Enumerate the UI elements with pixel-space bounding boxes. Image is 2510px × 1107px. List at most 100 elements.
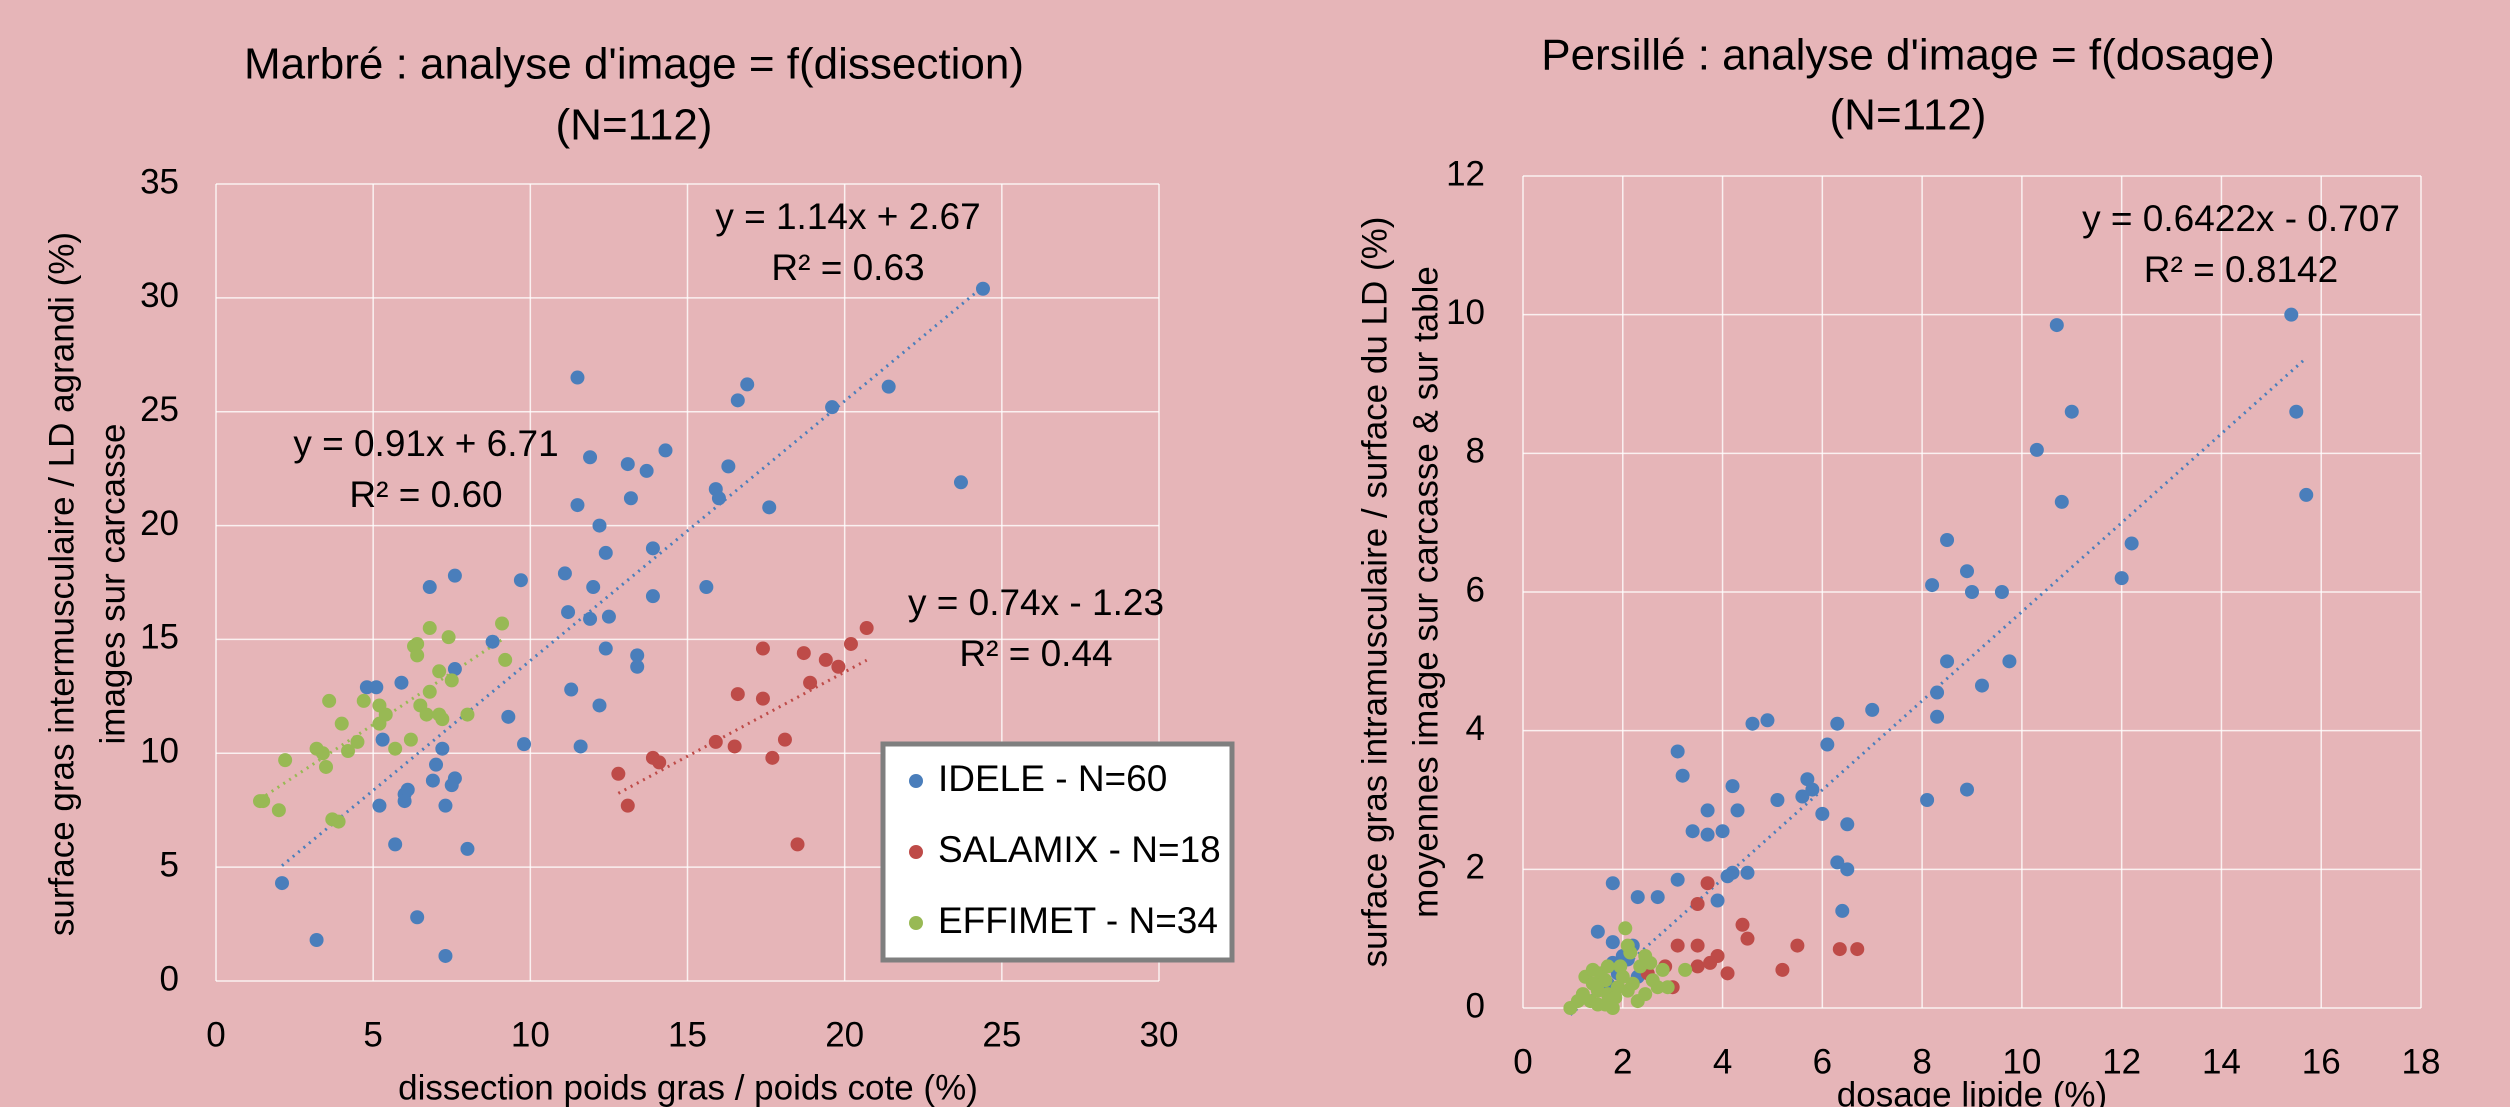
point: [859, 621, 874, 636]
chart-subtitle: (N=112): [1830, 91, 1987, 140]
point: [1650, 980, 1665, 995]
point: [564, 682, 579, 697]
trend-r2: R² = 0.8142: [2144, 249, 2338, 290]
y-tick-label: 4: [1466, 709, 1485, 748]
x-tick-label: 16: [2302, 1042, 2341, 1081]
point: [275, 876, 290, 891]
point: [1725, 779, 1740, 794]
legend-box: [880, 741, 1235, 963]
point: [1605, 935, 1620, 950]
point: [2049, 318, 2064, 333]
point: [388, 741, 403, 756]
point: [429, 757, 444, 772]
y-tick-label: 10: [140, 732, 179, 771]
chart-subtitle: (N=112): [556, 101, 713, 150]
y-axis-label: images sur carcasse: [93, 424, 132, 745]
point: [1650, 890, 1665, 905]
point: [432, 664, 447, 679]
legend-label: EFFIMET - N=34: [938, 900, 1218, 941]
point: [1690, 897, 1705, 911]
point: [803, 675, 818, 690]
point: [1745, 716, 1760, 731]
point: [319, 759, 334, 774]
point: [1965, 585, 1979, 599]
trend-equation: y = 0.6422x - 0.707: [2082, 198, 2400, 239]
point: [388, 837, 403, 852]
y-tick-label: 12: [1446, 154, 1485, 193]
point: [309, 741, 324, 756]
point: [400, 782, 415, 797]
point: [1710, 893, 1725, 908]
point: [422, 684, 437, 699]
y-tick-label: 6: [1466, 570, 1485, 609]
point: [658, 443, 673, 458]
point: [1585, 976, 1600, 991]
point: [438, 948, 453, 963]
point: [495, 616, 510, 631]
point: [498, 652, 513, 667]
point: [825, 400, 840, 415]
point: [1775, 962, 1790, 977]
point: [1840, 817, 1855, 832]
point: [639, 463, 654, 478]
point: [730, 687, 745, 702]
point: [1805, 782, 1820, 797]
point: [796, 646, 811, 661]
point: [1974, 678, 1989, 693]
point: [630, 659, 645, 674]
point: [356, 693, 371, 708]
point: [1620, 938, 1635, 953]
point: [1685, 824, 1700, 839]
point: [1630, 890, 1645, 905]
point: [2299, 487, 2314, 502]
point: [1605, 876, 1620, 891]
y-tick-label: 0: [1466, 986, 1485, 1025]
point: [375, 732, 390, 747]
point: [755, 691, 770, 706]
point: [2289, 404, 2304, 419]
point: [403, 732, 418, 747]
point: [2284, 307, 2299, 322]
point: [583, 611, 598, 626]
trend-equation: y = 0.74x - 1.23: [908, 582, 1164, 623]
point: [410, 636, 425, 651]
point: [378, 707, 393, 722]
point: [620, 798, 635, 813]
x-tick-label: 4: [1713, 1042, 1732, 1081]
point: [598, 545, 613, 560]
x-tick-label: 8: [1912, 1042, 1931, 1081]
point: [447, 662, 462, 677]
legend-label: IDELE - N=60: [938, 758, 1167, 799]
point: [592, 698, 607, 713]
y-axis-label: surface gras intramusculaire / surface d…: [1355, 217, 1394, 968]
point: [517, 737, 532, 752]
x-tick-label: 15: [668, 1015, 707, 1054]
point: [721, 459, 736, 474]
point: [1703, 955, 1718, 970]
point: [1608, 990, 1623, 1005]
point: [1930, 709, 1945, 724]
point: [372, 798, 387, 813]
chart-title: Marbré : analyse d'image = f(dissection): [244, 40, 1024, 89]
point: [1830, 855, 1845, 870]
trend-equation: y = 0.91x + 6.71: [293, 423, 558, 464]
point: [831, 659, 846, 674]
chart: 0 2 4 6 8 10 12 0 2 4 6 8 10 12 14 16 18 Persillé : analy…: [1355, 31, 2440, 1107]
point: [1720, 966, 1735, 981]
point: [2002, 654, 2017, 669]
point: [818, 652, 833, 667]
x-tick-label: 6: [1813, 1042, 1832, 1081]
point: [485, 634, 500, 649]
point: [1598, 997, 1613, 1012]
point: [1735, 917, 1750, 932]
point: [1770, 793, 1785, 807]
point: [1690, 959, 1705, 974]
point: [334, 716, 349, 731]
point: [727, 739, 742, 754]
point: [350, 734, 365, 749]
point: [1590, 924, 1605, 939]
point: [444, 778, 459, 793]
point: [2064, 404, 2079, 419]
y-tick-label: 15: [140, 618, 179, 657]
